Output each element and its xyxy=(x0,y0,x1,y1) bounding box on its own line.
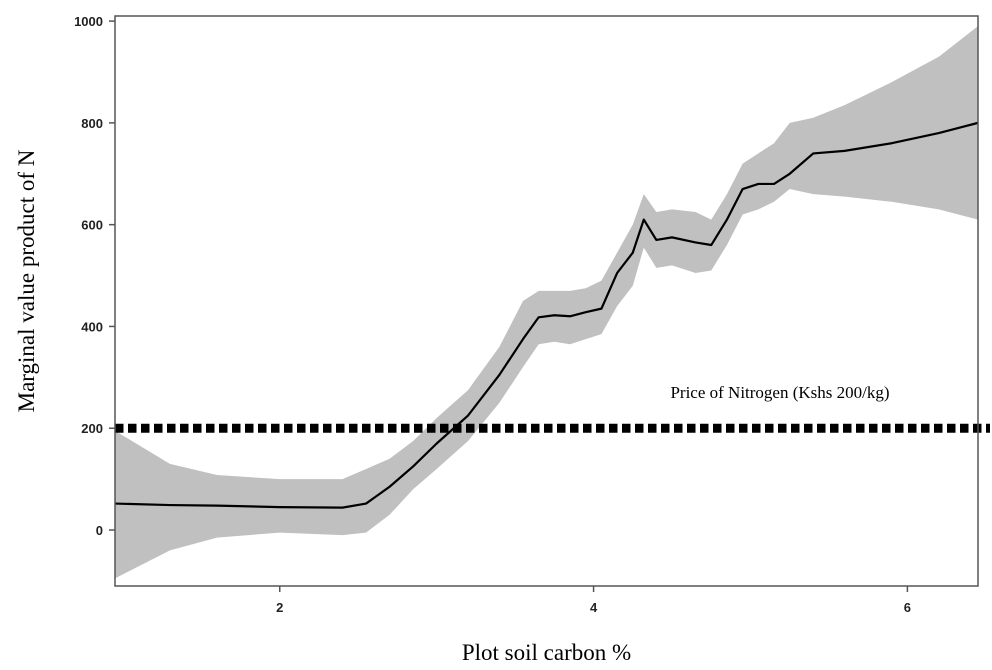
x-tick-label: 6 xyxy=(904,600,911,615)
y-axis-ticks: 0 200 400 600 800 1000 xyxy=(74,14,115,538)
fitted-line xyxy=(114,121,979,509)
y-tick-label: 600 xyxy=(81,218,103,233)
y-tick-label: 200 xyxy=(81,421,103,436)
reference-line-label: Price of Nitrogen (Kshs 200/kg) xyxy=(670,383,889,402)
y-tick-label: 400 xyxy=(81,319,103,334)
confidence-band-layer xyxy=(115,26,978,579)
y-tick-label: 800 xyxy=(81,116,103,131)
y-axis-title: Marginal value product of N xyxy=(14,149,39,412)
y-tick-label: 0 xyxy=(96,523,103,538)
fitted-line-layer xyxy=(114,121,979,509)
plot-frame xyxy=(114,15,979,587)
x-axis-ticks: 2 4 6 xyxy=(276,586,911,615)
confidence-band xyxy=(115,26,978,579)
x-tick-label: 2 xyxy=(276,600,283,615)
x-tick-label: 4 xyxy=(590,600,598,615)
y-tick-label: 1000 xyxy=(74,14,103,29)
x-axis-title: Plot soil carbon % xyxy=(462,640,631,665)
